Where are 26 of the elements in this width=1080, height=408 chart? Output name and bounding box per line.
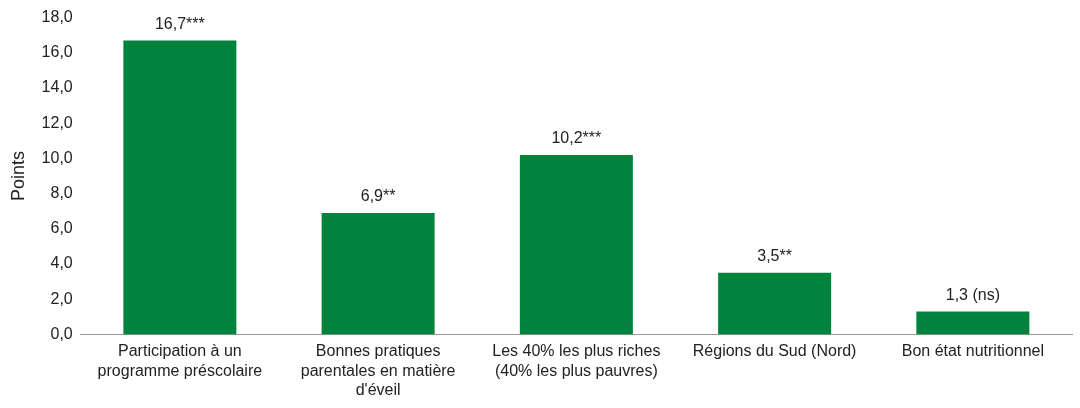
y-tick-label: 0,0 — [50, 324, 73, 342]
bar — [321, 212, 435, 335]
bar — [519, 154, 633, 335]
bar — [916, 311, 1030, 335]
y-tick-label: 16,0 — [41, 43, 73, 61]
data-label: 16,7*** — [154, 14, 205, 32]
bar — [123, 40, 237, 335]
y-tick-label: 14,0 — [41, 78, 73, 96]
data-label: 1,3 (ns) — [945, 285, 1000, 303]
x-tick-label: Participation à un programme préscolaire — [97, 342, 263, 379]
y-tick-label: 2,0 — [50, 289, 73, 307]
data-label: 3,5** — [757, 247, 792, 265]
x-tick-label: Bonnes pratiques parentales en matière d'éveil — [300, 342, 456, 398]
y-tick-label: 10,0 — [41, 148, 73, 166]
y-tick-label: 6,0 — [50, 219, 73, 237]
y-tick-label: 4,0 — [50, 254, 73, 272]
y-tick-label: 18,0 — [41, 8, 73, 26]
x-tick-label: Régions du Sud (Nord) — [692, 342, 857, 360]
bar — [718, 272, 832, 335]
data-label: 6,9** — [360, 187, 396, 205]
y-tick-label: 8,0 — [50, 184, 73, 202]
y-tick-label: 12,0 — [41, 113, 73, 131]
x-tick-label: Les 40% les plus riches (40% les plus pauvres) — [492, 342, 661, 379]
y-axis-title: Points — [7, 150, 28, 202]
data-label: 10,2*** — [551, 129, 602, 147]
x-tick-label: Bon état nutritionnel — [901, 342, 1045, 360]
